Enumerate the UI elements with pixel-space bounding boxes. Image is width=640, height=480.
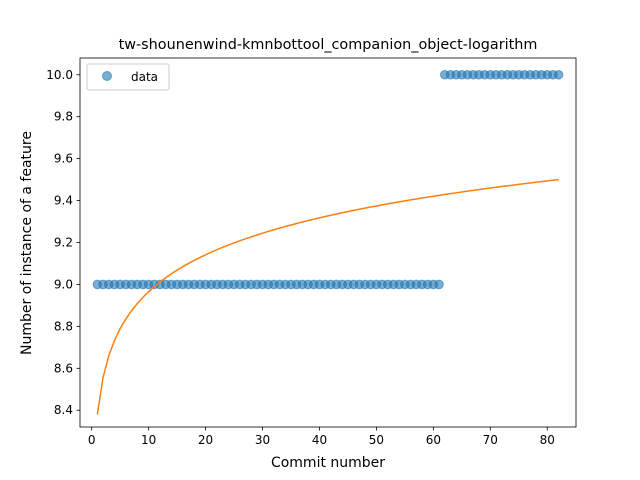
y-tick-label: 8.8: [54, 319, 73, 333]
legend-marker-data: [102, 71, 112, 81]
x-tick-label: 0: [88, 433, 96, 447]
data-point: [434, 279, 444, 290]
y-axis-label: Number of instance of a feature: [19, 131, 35, 355]
y-tick-label: 8.6: [54, 361, 73, 375]
y-tick-label: 9.0: [54, 277, 73, 291]
data-point: [553, 69, 564, 80]
fit-line: [96, 178, 559, 415]
x-tick-label: 50: [369, 433, 384, 447]
x-tick-label: 30: [255, 433, 270, 447]
y-tick-label: 9.6: [54, 152, 73, 166]
x-tick-label: 20: [198, 433, 213, 447]
x-axis-label: Commit number: [271, 455, 385, 471]
legend: data: [86, 63, 170, 91]
x-tick-label: 10: [141, 433, 156, 447]
plot-area: 0 10 20 30 40 50 60 70 80 8.4 8.6 8.8 9.0 9.2 9.4 9.6 9.…: [46, 57, 577, 447]
y-tick-label: 9.4: [54, 194, 73, 208]
legend-label-data: data: [131, 70, 158, 84]
y-tick-label: 8.4: [54, 403, 73, 417]
y-tick-label: 10.0: [46, 68, 73, 82]
legend-box: [86, 63, 170, 91]
x-tick-label: 70: [483, 433, 498, 447]
y-tick-label: 9.8: [54, 110, 73, 124]
x-tick-label: 80: [540, 433, 555, 447]
x-tick-label: 40: [312, 433, 327, 447]
x-tick-label: 60: [426, 433, 441, 447]
y-tick-label: 9.2: [54, 236, 73, 250]
chart-title: tw-shounenwind-kmnbottool_companion_obje…: [119, 37, 538, 53]
